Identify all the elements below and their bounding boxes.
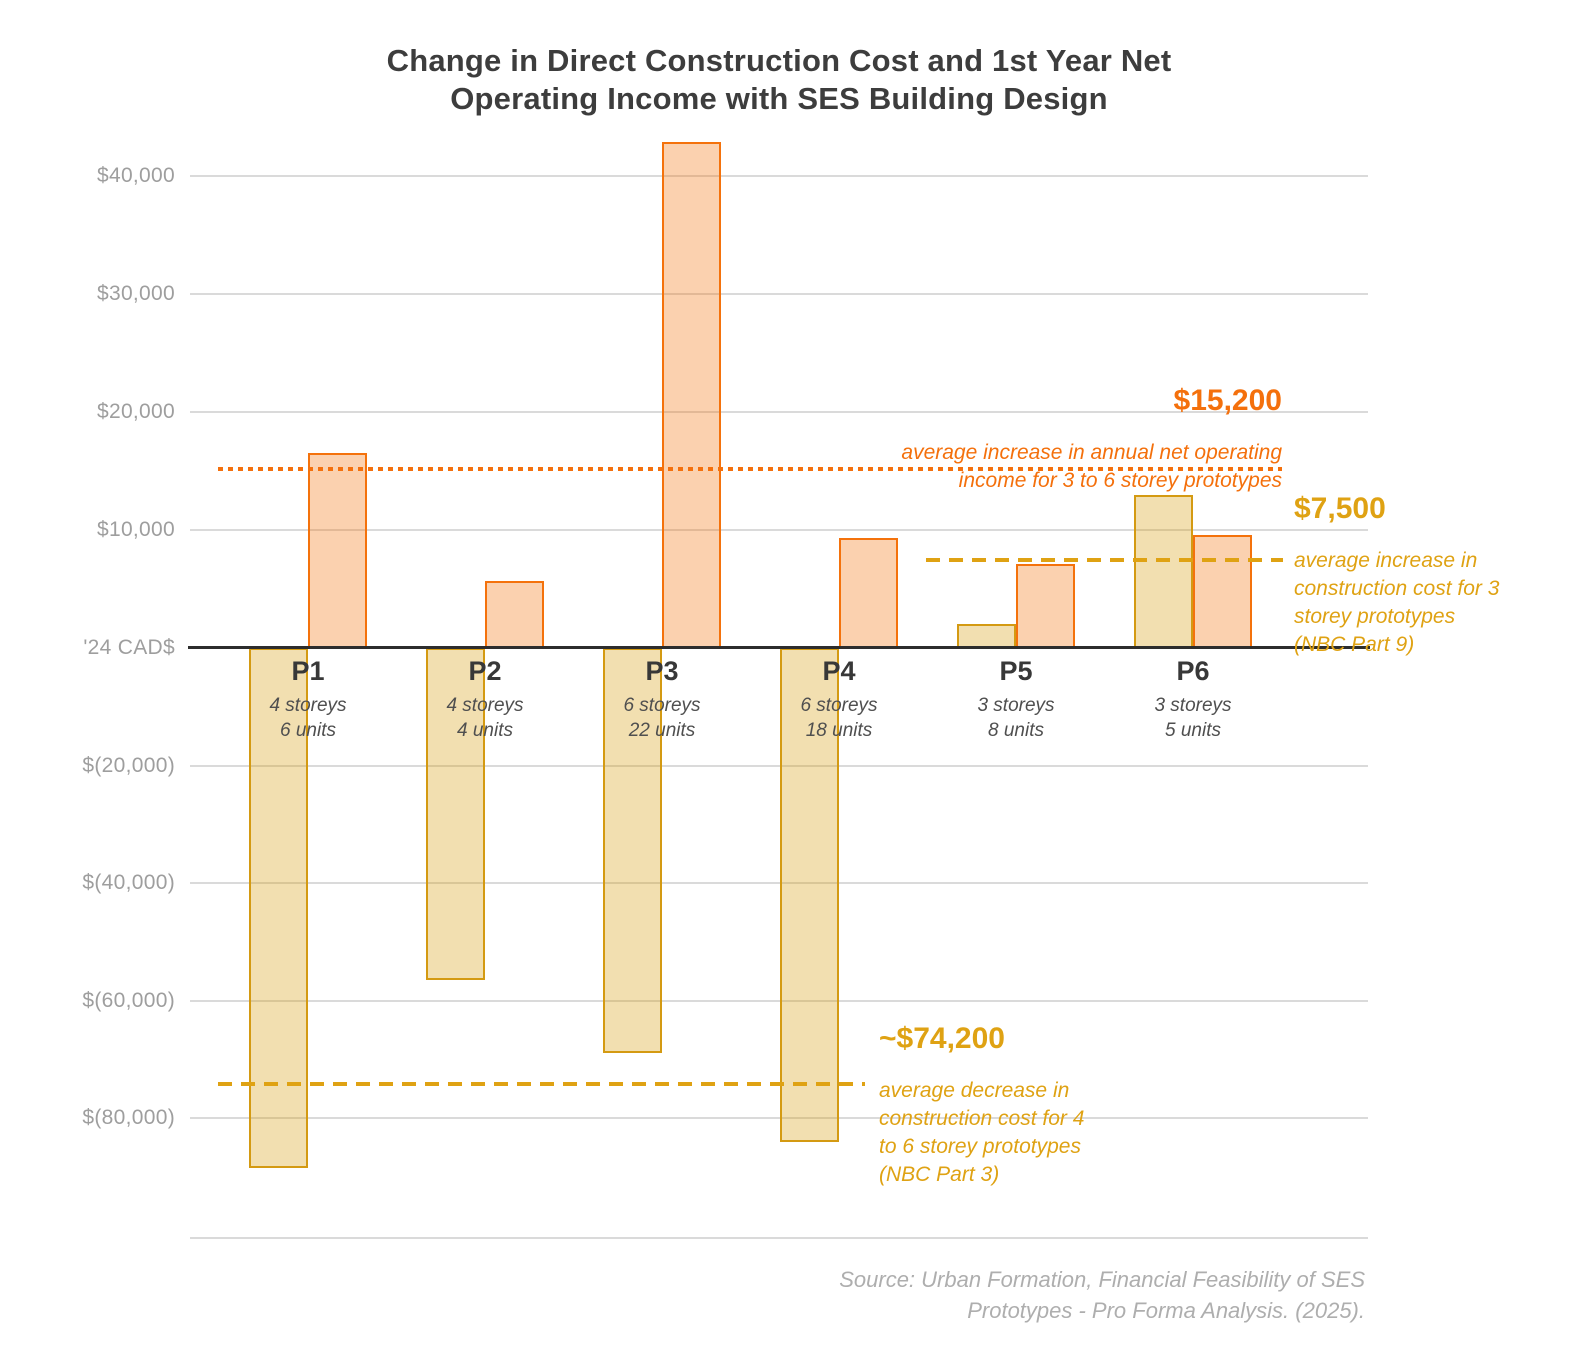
bar-construction_cost-P2: [426, 648, 485, 980]
gridline--60000: [190, 999, 1368, 1002]
source-citation: Source: Urban Formation, Financial Feasi…: [839, 1267, 1365, 1323]
zero-axis-line: [188, 646, 1370, 649]
zero-axis-label: '24 CAD$: [83, 636, 175, 659]
chart-title: Change in Direct Construction Cost and 1…: [386, 43, 1172, 116]
category-name: P6: [1176, 656, 1210, 686]
bar-net_operating_income-P3: [662, 141, 721, 648]
category-sublabel: 6 storeys 22 units: [623, 695, 701, 741]
bar-construction_cost-P6: [1134, 494, 1193, 648]
y-axis-tick-label: $10,000: [96, 518, 175, 541]
bar-construction_cost-P1: [249, 648, 308, 1168]
y-axis-tick-label: $40,000: [96, 164, 175, 187]
category-name: P2: [468, 656, 502, 686]
category-sublabel: 3 storeys 5 units: [1154, 695, 1232, 741]
gridline-20000: [190, 411, 1368, 413]
y-axis-tick-label: $20,000: [96, 400, 175, 423]
annotation-cost3-body: average increase in construction cost fo…: [1294, 549, 1500, 656]
category-label-P1: P1 4 storeys 6 units: [223, 656, 393, 743]
plot-bottom-border: [190, 1237, 1368, 1239]
annotation-cost46-body: average decrease in construction cost fo…: [879, 1079, 1085, 1186]
category-sublabel: 3 storeys 8 units: [977, 695, 1055, 741]
category-sublabel: 4 storeys 4 units: [446, 695, 524, 741]
category-sublabel: 4 storeys 6 units: [269, 695, 347, 741]
annotation-cost46-amount: ~$74,200: [879, 1022, 1005, 1055]
gridline-10000: [190, 529, 1368, 531]
category-name: P4: [822, 656, 856, 686]
reference-line-noi_avg: [218, 466, 1282, 471]
gridline--40000: [190, 882, 1368, 884]
y-axis-tick-label: $(60,000): [82, 988, 175, 1012]
annotation-cost46-average: ~$74,200 average decrease in constructio…: [879, 1004, 1169, 1207]
y-axis-tick-label: $30,000: [96, 282, 175, 305]
category-label-P4: P4 6 storeys 18 units: [754, 656, 924, 743]
annotation-noi-amount: $15,200: [1173, 384, 1282, 417]
category-label-P2: P2 4 storeys 4 units: [400, 656, 570, 743]
gridline--80000: [190, 1117, 1368, 1119]
bar-net_operating_income-P1: [308, 453, 367, 648]
y-axis-tick-label: $(20,000): [82, 753, 175, 777]
bar-construction_cost-P5: [957, 624, 1016, 648]
bar-net_operating_income-P4: [839, 538, 898, 648]
annotation-cost3-average: $7,500 average increase in construction …: [1294, 474, 1564, 677]
reference-line-cost46_avg: [218, 1081, 865, 1086]
category-label-P3: P3 6 storeys 22 units: [577, 656, 747, 743]
bar-net_operating_income-P2: [485, 580, 544, 648]
category-label-P5: P5 3 storeys 8 units: [931, 656, 1101, 743]
category-sublabel: 6 storeys 18 units: [800, 695, 878, 741]
annotation-noi-body: average increase in annual net operating…: [901, 441, 1282, 492]
gridline--20000: [190, 764, 1368, 767]
reference-line-cost3_avg: [926, 557, 1283, 562]
category-label-P6: P6 3 storeys 5 units: [1108, 656, 1278, 743]
category-name: P3: [645, 656, 679, 686]
bar-net_operating_income-P6: [1193, 534, 1252, 648]
category-name: P5: [999, 656, 1033, 686]
annotation-cost3-amount: $7,500: [1294, 492, 1386, 525]
annotation-noi-average: $15,200 average increase in annual net o…: [762, 366, 1282, 513]
y-axis-tick-label: $(80,000): [82, 1106, 175, 1129]
category-name: P1: [291, 656, 325, 686]
gridline-30000: [190, 293, 1368, 295]
bar-net_operating_income-P5: [1016, 564, 1075, 648]
gridline-40000: [190, 175, 1368, 177]
bar-construction_cost-P4: [780, 648, 839, 1142]
bar-construction_cost-P3: [603, 648, 662, 1054]
y-axis-tick-label: $(40,000): [82, 871, 175, 894]
